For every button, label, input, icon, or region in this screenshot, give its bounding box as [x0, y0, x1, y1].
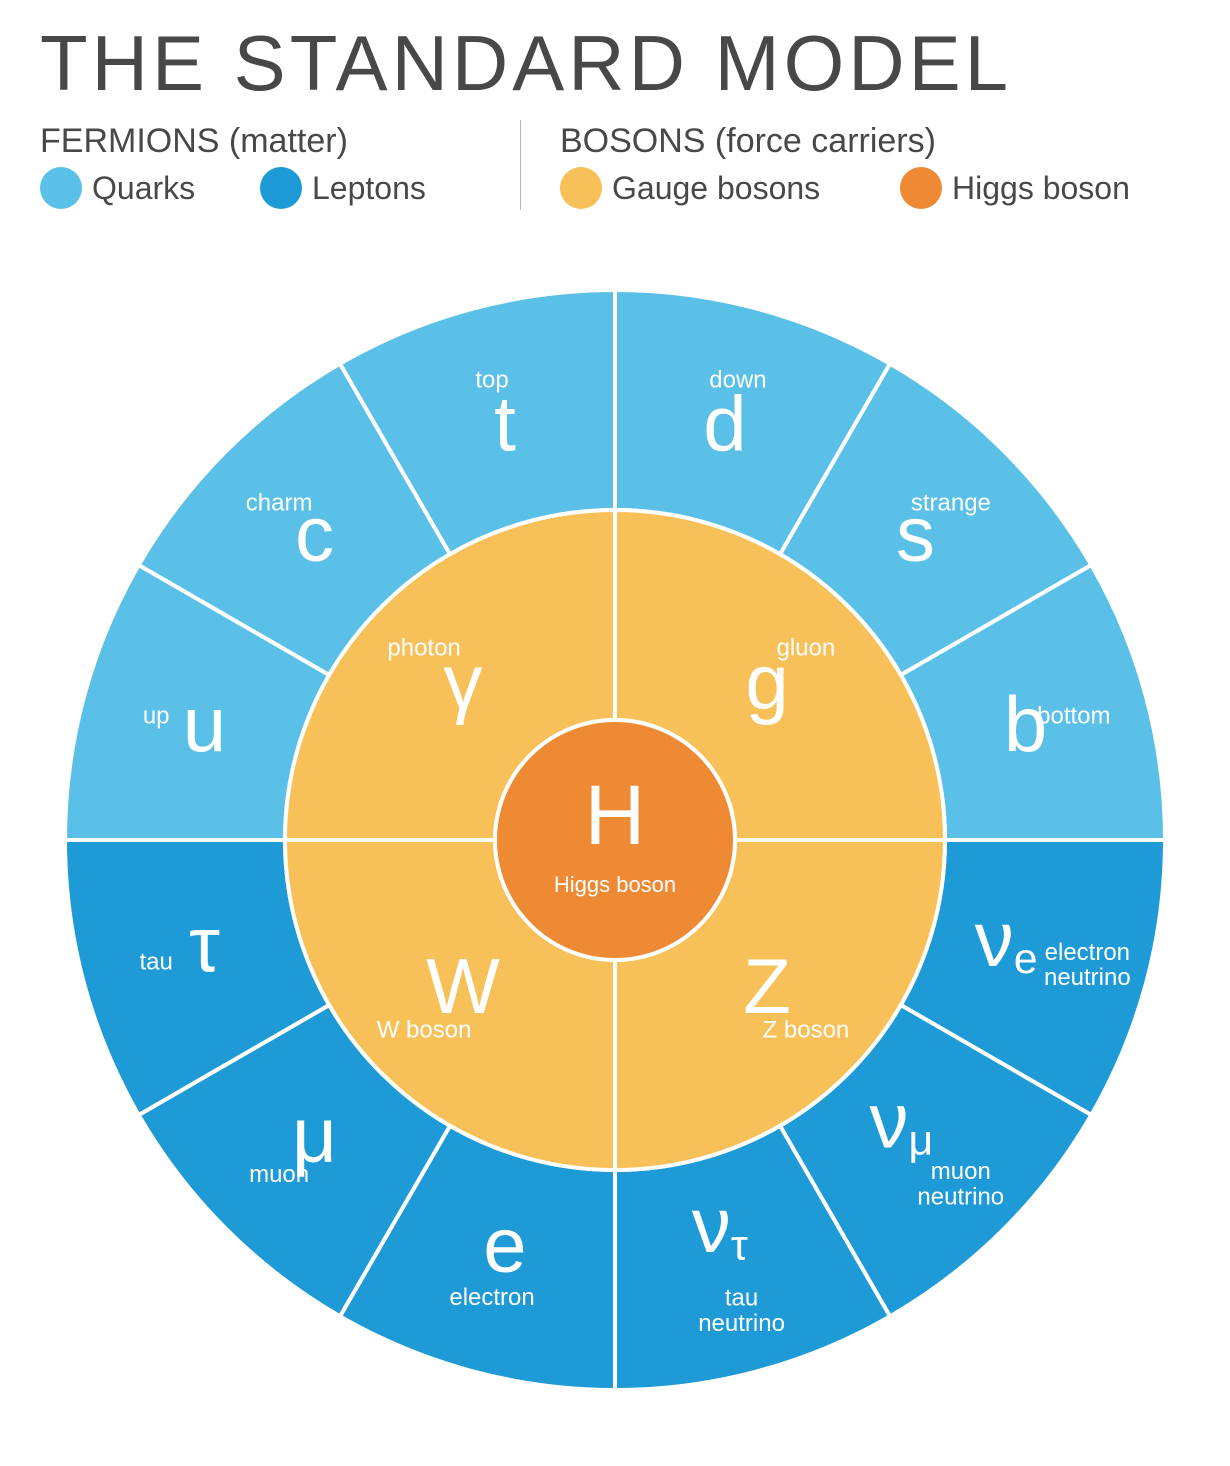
- legend-gauge-label: Gauge bosons: [612, 170, 820, 207]
- svg-text:gluon: gluon: [777, 634, 836, 661]
- legend-leptons-label: Leptons: [312, 170, 426, 207]
- page-title: THE STANDARD MODEL: [40, 18, 1012, 109]
- svg-text:muon: muon: [249, 1161, 309, 1188]
- legend-higgs: Higgs boson: [900, 167, 1130, 209]
- svg-text:Higgs boson: Higgs boson: [554, 872, 676, 897]
- particle-wheel: ddownsstrangebbottomνeelectronneutrinoνμ…: [65, 290, 1165, 1395]
- legend: FERMIONS (matter) BOSONS (force carriers…: [40, 122, 1190, 209]
- svg-text:photon: photon: [387, 634, 460, 661]
- bosons-heading: BOSONS (force carriers): [560, 122, 936, 161]
- fermions-heading: FERMIONS (matter): [40, 122, 520, 161]
- swatch-leptons: [260, 167, 302, 209]
- legend-higgs-label: Higgs boson: [952, 170, 1130, 207]
- svg-text:Z boson: Z boson: [763, 1016, 850, 1043]
- svg-text:e: e: [483, 1200, 526, 1288]
- svg-text:u: u: [183, 680, 226, 768]
- swatch-gauge: [560, 167, 602, 209]
- svg-text:electron: electron: [449, 1284, 534, 1311]
- legend-leptons: Leptons: [260, 167, 520, 209]
- svg-text:bottom: bottom: [1037, 702, 1110, 729]
- legend-gauge: Gauge bosons: [560, 167, 900, 209]
- legend-divider: [520, 120, 521, 210]
- svg-text:top: top: [475, 367, 508, 394]
- svg-text:tau: tau: [139, 948, 172, 975]
- svg-text:charm: charm: [246, 489, 313, 516]
- legend-quarks-label: Quarks: [92, 170, 195, 207]
- svg-text:W boson: W boson: [377, 1016, 472, 1043]
- svg-text:down: down: [709, 367, 766, 394]
- swatch-higgs: [900, 167, 942, 209]
- svg-text:electronneutrino: electronneutrino: [1044, 939, 1131, 991]
- swatch-quarks: [40, 167, 82, 209]
- svg-text:strange: strange: [911, 489, 991, 516]
- svg-text:up: up: [143, 702, 170, 729]
- legend-quarks: Quarks: [40, 167, 260, 209]
- svg-text:τ: τ: [189, 900, 220, 988]
- svg-text:H: H: [585, 768, 646, 862]
